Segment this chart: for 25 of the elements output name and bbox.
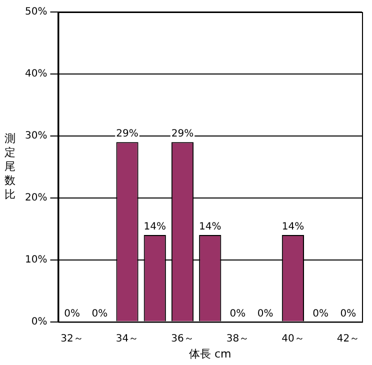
y-tick-label: 40%	[24, 68, 48, 80]
data-label: 0%	[92, 308, 108, 320]
x-axis-title: 体長 cm	[188, 347, 232, 360]
x-tick-label: 42～	[336, 333, 360, 344]
data-label: 14%	[282, 222, 304, 233]
data-label: 0%	[257, 308, 274, 320]
x-tick-label: 34～	[116, 333, 139, 344]
y-axis-title: 測定尾数比	[4, 132, 16, 201]
x-tick-label: 36～	[171, 333, 194, 344]
y-tick-label: 10%	[24, 254, 48, 266]
data-label: 14%	[198, 222, 222, 233]
x-tick-label: 38～	[226, 333, 250, 344]
data-label: 0%	[64, 308, 80, 320]
data-label: 29%	[116, 128, 138, 140]
y-tick-label: 0%	[31, 316, 48, 328]
data-label: 0%	[340, 308, 356, 320]
data-label: 14%	[144, 222, 166, 233]
data-label: 0%	[230, 308, 246, 320]
y-tick-label: 30%	[24, 130, 48, 142]
data-label: 29%	[171, 128, 194, 140]
x-tick-label: 40～	[282, 333, 304, 344]
data-label: 0%	[312, 308, 329, 320]
y-tick-label: 50%	[24, 6, 48, 18]
y-tick-label: 20%	[24, 192, 48, 204]
x-tick-label: 32～	[60, 333, 84, 344]
